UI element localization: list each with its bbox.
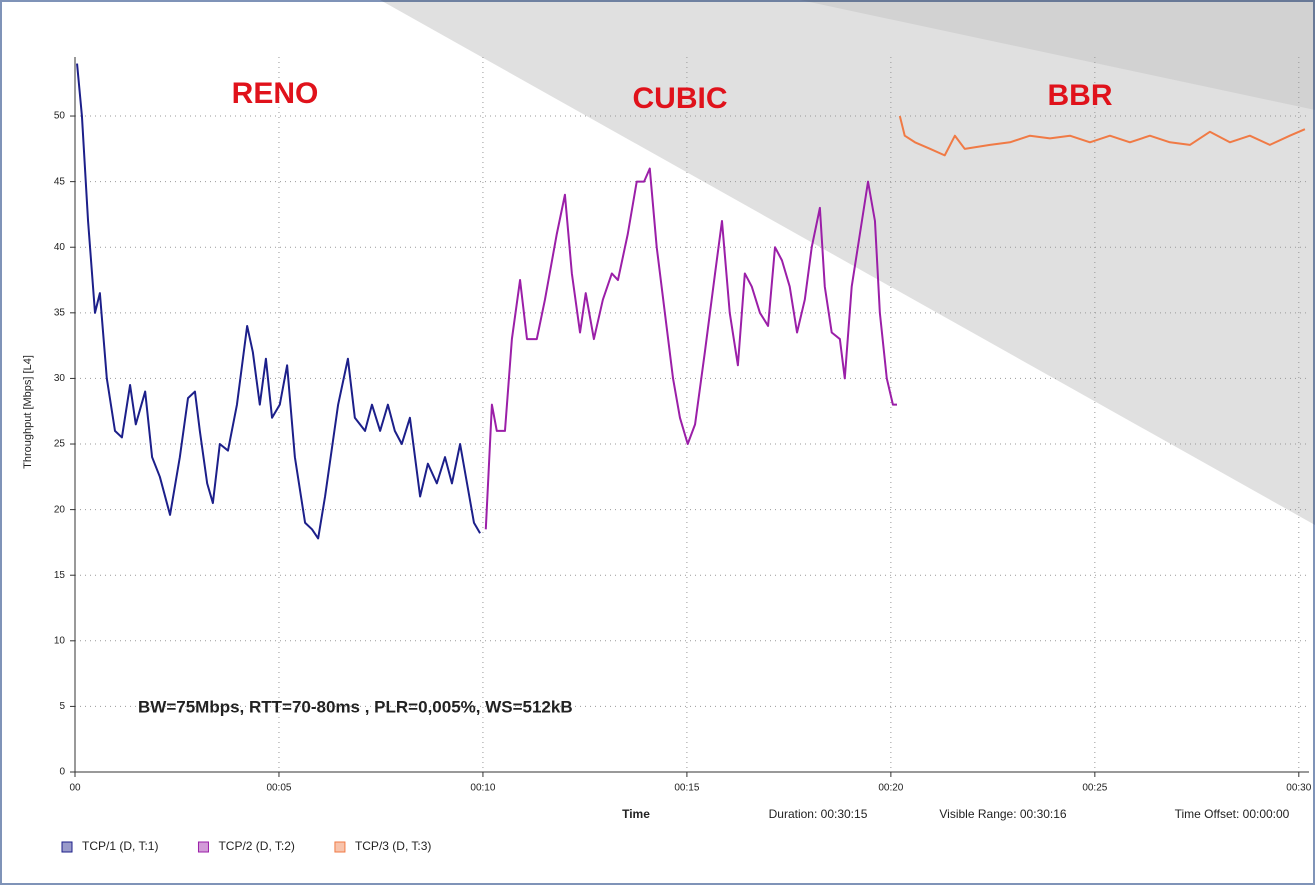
y-tick-label: 35 xyxy=(54,307,66,318)
x-axis-label: Time xyxy=(622,807,650,821)
legend-swatch xyxy=(197,841,209,853)
footer-text: Time Offset: 00:00:00 xyxy=(1175,807,1290,821)
y-tick-label: 0 xyxy=(59,767,65,778)
x-tick-label: 00:25 xyxy=(1082,783,1107,794)
series-line xyxy=(76,63,481,540)
y-tick-label: 25 xyxy=(54,439,66,450)
overlay-shade xyxy=(800,0,1315,110)
series-line xyxy=(484,167,897,530)
legend-swatch xyxy=(61,841,73,853)
y-tick-label: 20 xyxy=(54,504,66,515)
y-tick-label: 15 xyxy=(54,570,66,581)
footer-text: Visible Range: 00:30:16 xyxy=(939,807,1067,821)
y-tick-label: 10 xyxy=(54,635,66,646)
x-tick-label: 00:30 xyxy=(1286,783,1311,794)
y-axis-label: Throughput [Mbps] [L4] xyxy=(22,355,34,469)
x-tick-label: 00:05 xyxy=(266,783,291,794)
legend: TCP/1 (D, T:1) TCP/2 (D, T:2) TCP/3 (D, T:… xyxy=(61,839,431,853)
x-tick-label: 00:15 xyxy=(674,783,699,794)
x-tick-label: 00:20 xyxy=(878,783,903,794)
y-tick-label: 45 xyxy=(54,176,66,187)
annotation: BW=75Mbps, RTT=70-80ms , PLR=0,005%, WS=… xyxy=(138,697,573,716)
legend-label: TCP/2 (D, T:2) xyxy=(218,839,294,853)
footer-text: Duration: 00:30:15 xyxy=(769,807,868,821)
y-tick-label: 40 xyxy=(54,242,66,253)
legend-label: TCP/3 (D, T:3) xyxy=(355,839,431,853)
y-tick-label: 30 xyxy=(54,373,66,384)
y-tick-label: 5 xyxy=(59,701,65,712)
y-tick-label: 50 xyxy=(54,111,66,122)
annotation: CUBIC xyxy=(633,82,728,115)
x-tick-label: 00:10 xyxy=(470,783,495,794)
series-line xyxy=(898,115,1306,157)
grid: 0 5 10 15 20 25 30 35 40 45 50 00 00:05 00:10 00:15 00:… xyxy=(54,57,1312,794)
legend-label: TCP/1 (D, T:1) xyxy=(82,839,158,853)
legend-swatch xyxy=(334,841,346,853)
x-tick-label: 00 xyxy=(69,783,81,794)
annotation: RENO xyxy=(232,77,319,110)
plot xyxy=(76,63,1306,540)
overlay-shade xyxy=(380,0,1315,525)
annotation: BBR xyxy=(1048,79,1113,112)
